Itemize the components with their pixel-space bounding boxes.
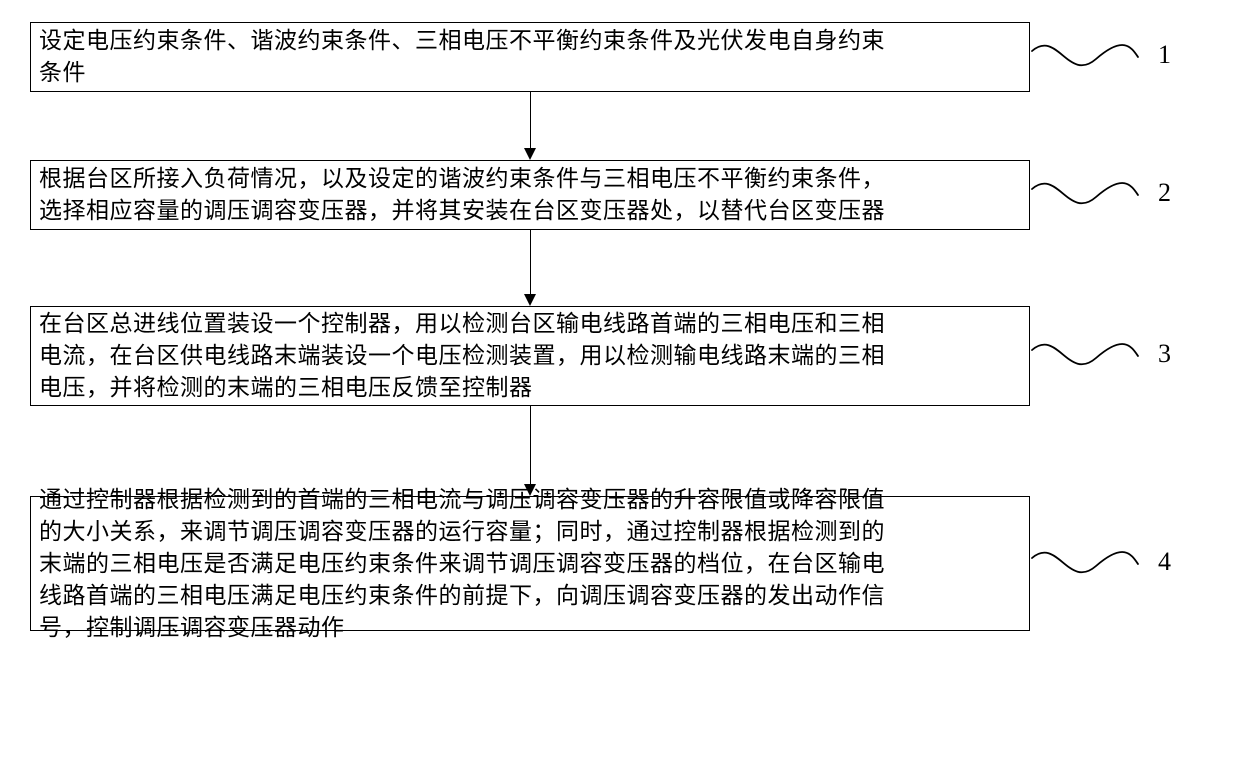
- step3-text: 在台区总进线位置装设一个控制器，用以检测台区输电线路首端的三相电压和三相电流，在…: [31, 308, 1029, 404]
- arrow-1: [530, 92, 531, 148]
- arrow-head-2: [524, 294, 536, 306]
- arrow-head-3: [524, 484, 536, 496]
- step4-text: 通过控制器根据检测到的首端的三相电流与调压调容变压器的升容限值或降容限值的大小关…: [31, 484, 1029, 644]
- step3-number: 3: [1158, 339, 1171, 369]
- step2-number: 2: [1158, 178, 1171, 208]
- step4-number: 4: [1158, 547, 1171, 577]
- step2-connector: [1030, 170, 1140, 220]
- step3-box: 在台区总进线位置装设一个控制器，用以检测台区输电线路首端的三相电压和三相电流，在…: [30, 306, 1030, 406]
- arrow-2: [530, 230, 531, 294]
- step2-text: 根据台区所接入负荷情况，以及设定的谐波约束条件与三相电压不平衡约束条件，选择相应…: [31, 163, 1029, 227]
- step1-text: 设定电压约束条件、谐波约束条件、三相电压不平衡约束条件及光伏发电自身约束条件: [31, 25, 1029, 89]
- arrow-head-1: [524, 148, 536, 160]
- step4-connector: [1030, 539, 1140, 589]
- step1-connector: [1030, 32, 1140, 82]
- step2-box: 根据台区所接入负荷情况，以及设定的谐波约束条件与三相电压不平衡约束条件，选择相应…: [30, 160, 1030, 230]
- step3-connector: [1030, 331, 1140, 381]
- step1-box: 设定电压约束条件、谐波约束条件、三相电压不平衡约束条件及光伏发电自身约束条件: [30, 22, 1030, 92]
- step1-number: 1: [1158, 40, 1171, 70]
- arrow-3: [530, 406, 531, 484]
- step4-box: 通过控制器根据检测到的首端的三相电流与调压调容变压器的升容限值或降容限值的大小关…: [30, 496, 1030, 631]
